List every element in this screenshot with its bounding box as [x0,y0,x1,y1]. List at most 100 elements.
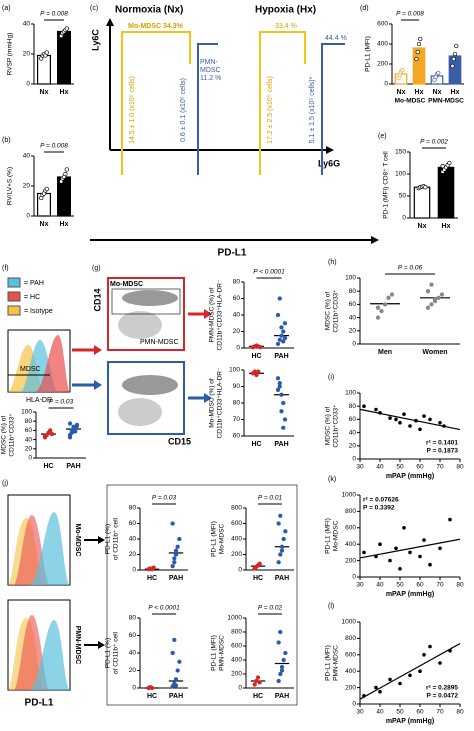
data-point [436,295,441,300]
data-point [438,661,442,665]
flow-j: (j) Mo-MDSC PMN-MDSC PD-L1 [2,480,298,709]
gate-label: Mo-MDSC 34.3% [128,23,184,30]
y-tick-label: 200 [231,671,242,678]
panel-letter: (i) [328,374,334,381]
data-point [276,560,281,565]
data-point [375,305,381,310]
y-tick-label: 60 [129,632,137,639]
y-axis-label: RV/LV+S (%) [7,167,14,205]
y-tick-label: 60 [349,416,357,423]
x-axis-label: mPAP (mmHg) [386,718,434,725]
y-tick-label: 80 [233,279,241,286]
bar [56,30,71,85]
panel-letter: (l) [328,603,334,610]
data-point [44,186,49,192]
gate-label: PMN-MDSC [140,339,179,346]
legend-label: = PAH [24,280,44,287]
x-tick-label: 50 [396,582,404,589]
gate-label: MDSC [20,366,41,373]
y-tick-label: 20 [349,328,357,335]
y-tick-label: 0 [402,215,406,222]
data-point [423,185,428,190]
x-tick-label: PAH [169,693,183,700]
y-tick-label: 100 [395,171,406,178]
x-tick-label: Nx [40,89,49,96]
data-point [282,417,288,422]
y-tick-label: 600 [231,520,242,527]
y-tick-label: 100 [21,409,32,416]
flow-f: (f) = PAH = HC = Isotype MDSC HLA-DR [2,265,102,404]
normoxia-label: Normoxia (Nx) [115,5,183,16]
data-point [440,163,445,169]
legend-swatch [7,305,21,316]
x-tick-label: HC [253,575,263,582]
x-tick-label: HC [147,693,157,700]
arrow [98,641,105,649]
data-point [422,538,426,542]
population [122,375,178,395]
y-axis-label: MDSC (%) of [1,416,8,454]
data-point [388,416,392,420]
y-tick-label: 90 [233,383,241,390]
y-axis-label: PD-L1 (%) [105,524,112,554]
y-tick-label: 200 [345,557,356,564]
data-point [279,333,284,338]
x-tick-label: Women [422,349,447,356]
data-point [454,43,459,49]
data-point [398,681,402,686]
count-label: 0.6 ± 0.1 (x10⁵ cells) [180,78,187,142]
population [122,290,178,306]
legend-label: = HC [24,294,40,301]
axis-label: Ly6G [318,158,340,168]
data-point [432,296,438,302]
x-tick-label: HC [43,463,53,470]
x-tick-label: 50 [396,709,404,716]
data-point [170,650,175,656]
gate-label: 44.4 % [325,35,347,42]
y-tick-label: 800 [231,505,242,512]
data-point [151,565,156,570]
y-tick-label: 0 [352,341,356,348]
data-point [44,50,49,55]
y-tick-label: 400 [345,541,356,548]
y-tick-label: 40 [23,21,31,28]
data-point [429,302,434,307]
y-tick-label: 200 [231,551,242,558]
data-point [428,644,432,649]
y-axis-label: PMN-MDSC [333,645,340,681]
x-tick-label: PAH [275,693,289,700]
y-tick-label: 40 [349,314,357,321]
x-tick-label: PAH [274,353,288,360]
arrow [94,380,102,390]
data-point [362,404,366,409]
data-point [422,414,426,418]
x-tick-label: PAH [169,575,183,582]
gate [111,288,181,315]
x-tick-label: 60 [416,464,424,471]
stat-label: r² = 0.07626 [363,497,399,504]
panel-letter: (d) [360,5,369,12]
y-tick-label: 20 [349,443,357,450]
arrow [326,146,334,154]
y-tick-label: 100 [229,367,240,374]
y-tick-label: 80 [349,288,357,295]
y-axis-label: PMN-MDSC (%) of [209,287,216,342]
data-point [452,51,458,57]
arrow [98,536,105,544]
y-tick-label: 0 [352,574,356,581]
x-tick-label: 60 [416,582,424,589]
data-point [425,305,431,310]
gate-box [121,31,191,142]
data-point [451,56,456,62]
data-point [416,41,422,47]
data-point [173,677,179,682]
y-tick-label: 80 [25,418,33,425]
x-tick-label: 80 [456,464,464,471]
y-axis-label: CD11b⁺CD33⁺ [9,413,16,457]
stat-label: r² = 0.2895 [426,685,458,692]
panel-letter: (g) [92,265,101,272]
data-point [281,400,286,406]
y-tick-label: 1000 [228,615,243,622]
data-point [448,517,452,522]
data-point [173,683,179,688]
